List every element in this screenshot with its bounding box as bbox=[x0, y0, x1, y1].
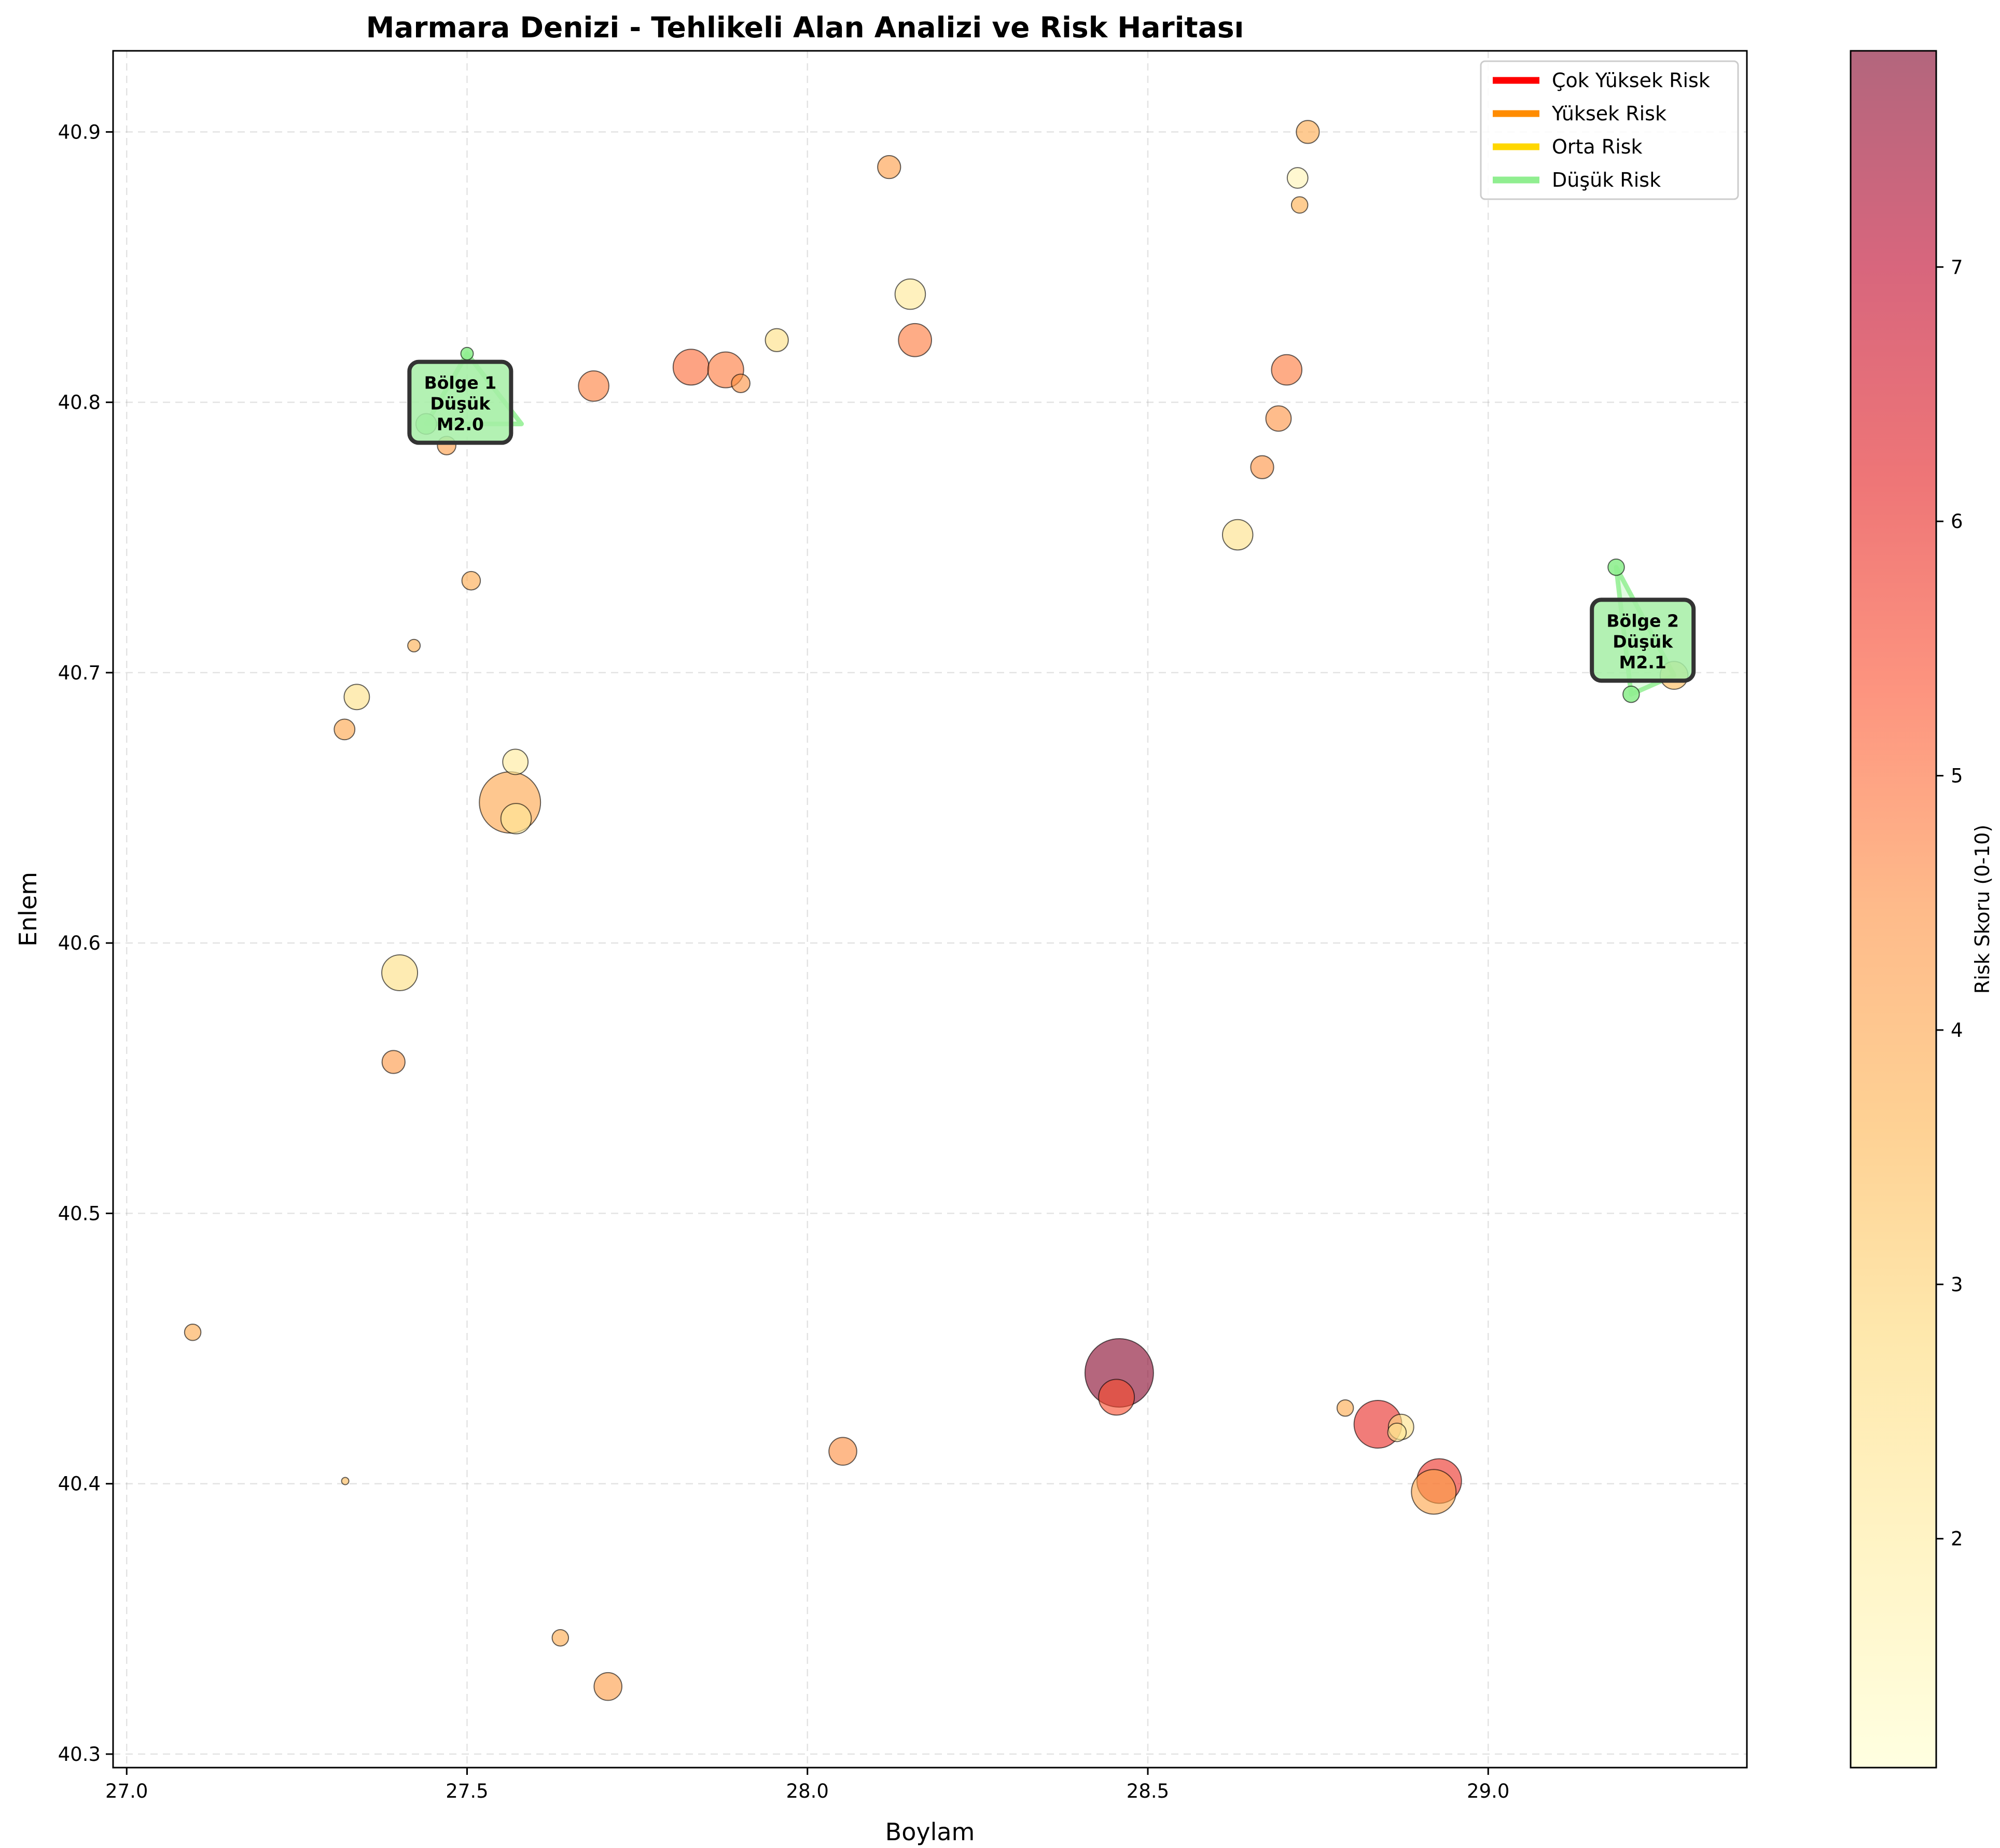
earthquake-point bbox=[381, 1050, 406, 1074]
legend-label: Düşük Risk bbox=[1552, 169, 1661, 191]
colorbar-label: Risk Skoru (0-10) bbox=[1971, 825, 1994, 994]
zone-label-line: Bölge 2 bbox=[1606, 610, 1679, 631]
earthquake-point bbox=[1336, 1399, 1354, 1417]
earthquake-point bbox=[1098, 1379, 1135, 1416]
zone-label-box bbox=[1590, 598, 1696, 683]
earthquake-point bbox=[894, 278, 926, 310]
legend-box bbox=[1480, 60, 1739, 200]
earthquake-point bbox=[593, 1672, 622, 1701]
legend: Çok Yüksek Risk Yüksek Risk Orta Risk Düşük… bbox=[1480, 60, 1739, 200]
zone-label-line: Düşük bbox=[1613, 631, 1673, 651]
y-tick-label: 40.3 bbox=[58, 1743, 101, 1766]
legend-entry: Yüksek Risk bbox=[1493, 102, 1666, 125]
earthquake-point bbox=[343, 684, 370, 711]
legend-label: Yüksek Risk bbox=[1551, 102, 1666, 125]
legend-entry: Çok Yüksek Risk bbox=[1493, 69, 1710, 92]
earthquake-point bbox=[1607, 558, 1625, 576]
earthquake-point bbox=[381, 954, 419, 991]
x-tick-label: 29.0 bbox=[1467, 1780, 1509, 1802]
grid bbox=[113, 51, 1747, 1768]
earthquake-point bbox=[828, 1437, 857, 1466]
y-tick-label: 40.8 bbox=[58, 392, 101, 414]
legend-entry: Düşük Risk bbox=[1493, 169, 1661, 191]
colorbar-tick-label: 2 bbox=[1951, 1528, 1963, 1550]
colorbar-tick-label: 3 bbox=[1951, 1273, 1963, 1296]
earthquake-point bbox=[1221, 519, 1254, 551]
zone-label-line: M2.1 bbox=[1619, 652, 1666, 672]
plot-area-frame bbox=[112, 50, 1748, 1769]
scatter-points bbox=[184, 120, 1689, 1701]
x-tick-label: 27.0 bbox=[105, 1780, 148, 1802]
earthquake-point bbox=[1387, 1422, 1407, 1442]
earthquake-point bbox=[407, 638, 421, 652]
earthquake-point bbox=[1622, 685, 1640, 703]
earthquake-point bbox=[1250, 455, 1274, 479]
earthquake-point bbox=[877, 155, 901, 179]
chart-title: Marmara Denizi - Tehlikeli Alan Analizi … bbox=[366, 11, 1244, 44]
x-tick-label: 28.5 bbox=[1127, 1780, 1169, 1802]
zone-label-box bbox=[407, 359, 513, 445]
earthquake-point bbox=[334, 718, 356, 741]
zone-label-line: M2.0 bbox=[437, 414, 484, 435]
earthquake-point bbox=[341, 1477, 350, 1485]
y-tick-label: 40.5 bbox=[58, 1202, 101, 1225]
earthquake-point bbox=[500, 803, 532, 835]
x-axis-ticks: 27.0 27.5 28.0 28.5 29.0 bbox=[105, 1768, 1509, 1802]
colorbar: 2 3 4 5 6 7 Risk Skoru (0-10) bbox=[1850, 50, 1994, 1769]
earthquake-point bbox=[551, 1629, 570, 1647]
y-axis-ticks: 40.3 40.4 40.5 40.6 40.7 40.8 40.9 bbox=[58, 121, 113, 1766]
zone-label-line: Bölge 1 bbox=[424, 373, 497, 393]
y-tick-label: 40.6 bbox=[58, 932, 101, 954]
zone-label-line: Düşük bbox=[430, 394, 491, 414]
colorbar-tick-label: 7 bbox=[1951, 256, 1963, 279]
earthquake-point bbox=[460, 346, 474, 360]
colorbar-tick-label: 5 bbox=[1951, 765, 1963, 787]
earthquake-point bbox=[578, 370, 609, 402]
y-axis-label: Enlem bbox=[14, 872, 42, 947]
earthquake-point bbox=[765, 328, 789, 352]
x-tick-label: 27.5 bbox=[446, 1780, 488, 1802]
y-tick-label: 40.9 bbox=[58, 121, 101, 143]
earthquake-point bbox=[184, 1323, 202, 1341]
y-tick-label: 40.4 bbox=[58, 1473, 101, 1495]
x-tick-label: 28.0 bbox=[786, 1780, 829, 1802]
earthquake-point bbox=[1286, 167, 1309, 189]
colorbar-tick-label: 6 bbox=[1951, 510, 1963, 533]
earthquake-point bbox=[1411, 1469, 1457, 1515]
legend-entry: Orta Risk bbox=[1493, 135, 1643, 158]
earthquake-point bbox=[461, 571, 481, 591]
colorbar-tick-label: 4 bbox=[1951, 1019, 1963, 1041]
colorbar-gradient bbox=[1850, 50, 1937, 1769]
legend-label: Orta Risk bbox=[1552, 135, 1643, 158]
earthquake-point bbox=[731, 373, 751, 393]
x-axis-label: Boylam bbox=[885, 1818, 975, 1846]
earthquake-point bbox=[1265, 405, 1292, 432]
earthquake-point bbox=[1290, 196, 1309, 214]
earthquake-point bbox=[898, 323, 932, 357]
earthquake-point bbox=[1271, 354, 1303, 386]
y-tick-label: 40.7 bbox=[58, 662, 101, 684]
earthquake-point bbox=[672, 349, 710, 386]
legend-label: Çok Yüksek Risk bbox=[1552, 69, 1710, 92]
earthquake-point bbox=[502, 748, 529, 775]
earthquake-point bbox=[1296, 120, 1320, 144]
colorbar-ticks: 2 3 4 5 6 7 bbox=[1936, 256, 1963, 1550]
